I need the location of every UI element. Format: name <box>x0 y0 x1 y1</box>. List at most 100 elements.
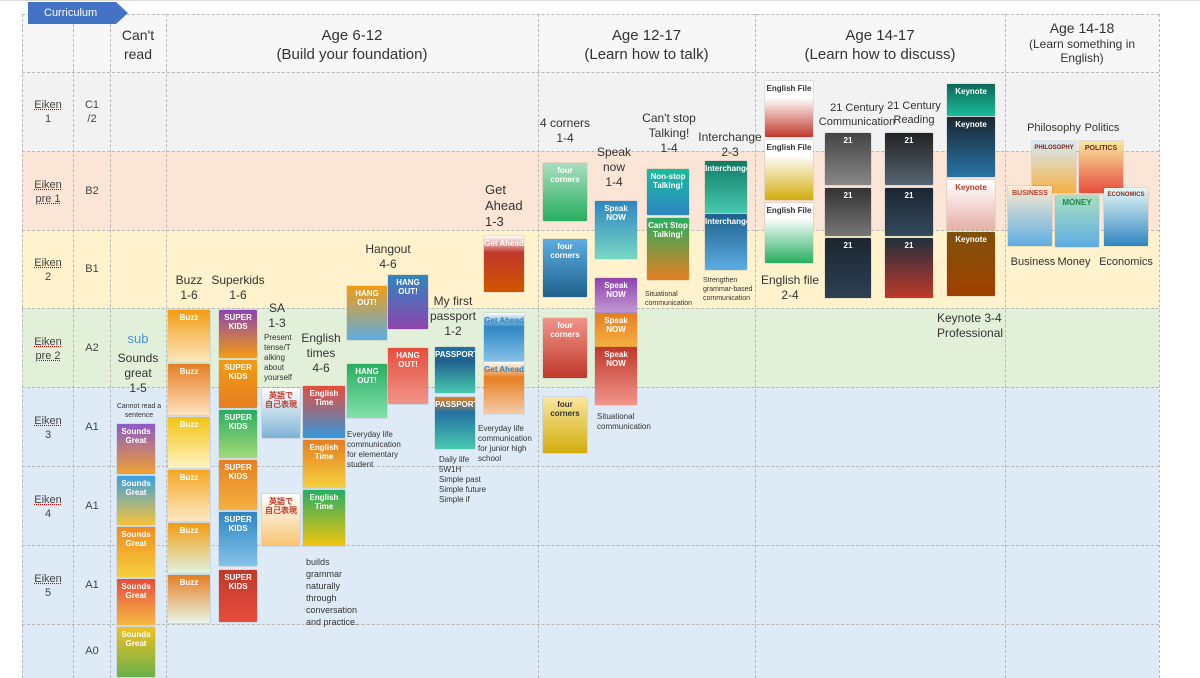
label-interchange: Interchange 2-3 <box>698 130 762 159</box>
row-band-a2 <box>22 308 1159 387</box>
label-economics: Economics <box>1099 256 1153 268</box>
level-a0: A0 <box>85 645 99 657</box>
label-cant-stop: Can't stop Talking! 1-4 <box>642 111 696 155</box>
book-speak-now: Speak NOW <box>595 278 637 314</box>
book-buzz: Buzz <box>168 364 210 415</box>
grid-line <box>22 151 1159 152</box>
row-label-eiken-pre2: Eiken pre 2 <box>34 336 62 362</box>
row-label-eiken-5: Eiken 5 <box>34 573 62 599</box>
book-21-century: 21 <box>825 133 871 185</box>
curriculum-tab[interactable]: Curriculum <box>28 2 128 24</box>
grid-line <box>22 230 1159 231</box>
label-superkids: Superkids 1-6 <box>211 273 265 302</box>
book-hangout: HANG OUT! <box>347 364 387 418</box>
row-band-a1-a0 <box>22 387 1159 678</box>
book-sounds-great: Sounds Great <box>117 424 155 474</box>
label-buzz: Buzz 1-6 <box>175 273 203 302</box>
grid-line <box>1159 14 1160 678</box>
grid-line <box>22 308 1159 309</box>
level-a1-4: A1 <box>85 500 99 512</box>
label-speak-now: Speak now 1-4 <box>596 145 632 189</box>
grid-line <box>22 466 1159 467</box>
row-label-eiken-pre1: Eiken pre 1 <box>34 179 62 205</box>
book-21-century: 21 <box>885 133 933 185</box>
book-sounds-great: Sounds Great <box>117 627 155 677</box>
row-label-eiken-2: Eiken 2 <box>34 257 62 283</box>
col-header-age-14-17: Age 14-17 (Learn how to discuss) <box>804 27 956 63</box>
book-keynote: Keynote <box>947 117 995 177</box>
book-21-century: 21 <box>825 188 871 236</box>
label-four-corners: 4 corners 1-4 <box>539 116 591 145</box>
label-sa: SA 1-3 <box>268 301 286 330</box>
level-b2: B2 <box>85 185 99 197</box>
book-keynote: Keynote <box>947 232 995 296</box>
note-speak-now: Situational communication <box>597 412 651 431</box>
book-buzz: Buzz <box>168 470 210 521</box>
book-four-corners: four corners <box>543 239 587 297</box>
book-superkids: SUPER KIDS <box>219 460 257 510</box>
book-interchange: Interchange <box>705 214 747 270</box>
book-get-ahead: Get Ahead <box>484 313 524 361</box>
level-a2: A2 <box>85 342 99 354</box>
grid-line <box>22 14 23 678</box>
book-superkids: SUPER KIDS <box>219 512 257 566</box>
label-business: Business <box>1010 256 1056 268</box>
note-get-ahead: Everyday life communication for junior h… <box>478 424 532 463</box>
book-sounds-great: Sounds Great <box>117 476 155 525</box>
book-buzz: Buzz <box>168 310 210 362</box>
book-sa: 英語で 自己表現 <box>262 494 300 546</box>
book-passport: PASSPORT <box>435 347 475 393</box>
grid-line <box>166 14 167 678</box>
book-21-century: 21 <box>825 238 871 298</box>
book-cant-stop: Can't Stop Talking! <box>647 218 689 280</box>
book-buzz: Buzz <box>168 417 210 468</box>
book-sounds-great: Sounds Great <box>117 579 155 625</box>
label-sub: sub <box>127 331 149 346</box>
grid-line <box>1005 14 1006 678</box>
book-economics: ECONOMICS <box>1104 188 1148 246</box>
book-superkids: SUPER KIDS <box>219 410 257 458</box>
book-business: BUSINESS <box>1008 186 1052 246</box>
col-header-cant-read: Can't read <box>121 27 155 62</box>
book-buzz: Buzz <box>168 523 210 573</box>
label-21-century-reading: 21 Century Reading <box>887 100 941 126</box>
book-four-corners: four corners <box>543 163 587 221</box>
grid-line <box>22 545 1159 546</box>
grid-line <box>73 14 74 678</box>
book-interchange: Interchange <box>705 161 747 213</box>
level-b1: B1 <box>85 263 99 275</box>
book-21-century: 21 <box>885 188 933 236</box>
row-label-eiken-1: Eiken 1 <box>34 99 62 125</box>
grid-line <box>22 72 1159 73</box>
book-money: MONEY <box>1055 195 1099 247</box>
label-english-times: English times 4-6 <box>301 331 341 375</box>
book-four-corners: four corners <box>543 397 587 453</box>
col-header-age-14-18: Age 14-18 (Learn something in English) <box>1028 20 1136 65</box>
label-21-century-communication: 21 Century Communication <box>818 102 896 128</box>
book-passport: PASSPORT <box>435 397 475 449</box>
book-buzz: Buzz <box>168 575 210 623</box>
label-sounds-great: Sounds great 1-5 <box>117 351 159 395</box>
book-get-ahead: Get Ahead <box>484 362 524 414</box>
note-cannot-read: Cannot read a sentence <box>116 403 162 419</box>
book-sa: 英語で 自己表現 <box>262 388 300 438</box>
book-english-time: English Time <box>303 386 345 438</box>
book-keynote: Keynote <box>947 84 995 116</box>
top-border <box>0 0 1200 1</box>
book-get-ahead: Get Ahead <box>484 236 524 292</box>
level-c1-2: C1 /2 <box>84 99 100 125</box>
note-sa: Present tense/T alking about yourself <box>264 333 293 382</box>
book-superkids: SUPER KIDS <box>219 360 257 408</box>
book-speak-now: Speak NOW <box>595 347 637 405</box>
book-politics: POLITICS <box>1079 141 1123 193</box>
note-cant-stop: Situational communication <box>645 291 693 307</box>
level-a1-3: A1 <box>85 421 99 433</box>
grid-line <box>22 387 1159 388</box>
label-philosophy: Philosophy <box>1027 122 1081 134</box>
col-header-age-12-17: Age 12-17 (Learn how to talk) <box>584 27 709 63</box>
level-a1-5: A1 <box>85 579 99 591</box>
label-hangout: Hangout 4-6 <box>365 242 411 271</box>
book-hangout: HANG OUT! <box>347 286 387 340</box>
book-cant-stop: Non-stop Talking! <box>647 169 689 215</box>
